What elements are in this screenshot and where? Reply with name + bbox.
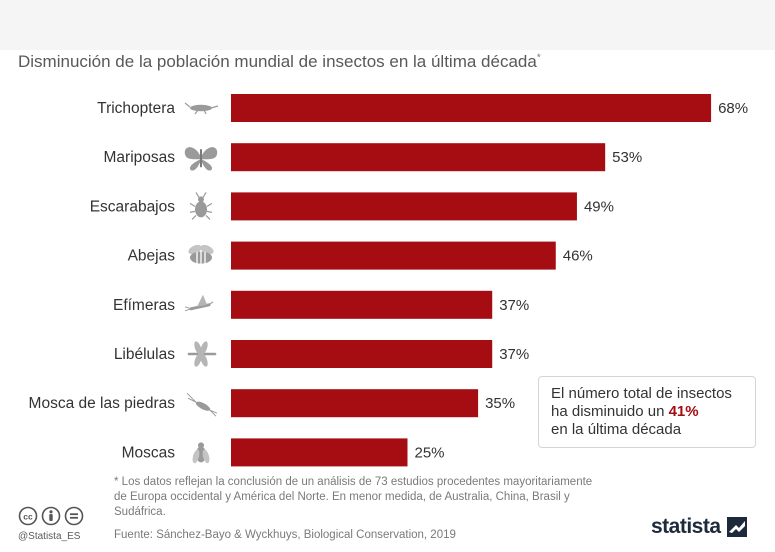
cc-icon: cc	[18, 506, 38, 526]
title-footnote-marker: *	[536, 52, 541, 64]
bar	[231, 290, 493, 319]
category-label: Moscas	[122, 444, 176, 461]
bar-value-label: 25%	[415, 444, 445, 461]
category-label: Escarabajos	[90, 198, 176, 215]
chart-title: Disminución de la población mundial de i…	[18, 52, 541, 71]
stonefly-icon	[186, 392, 218, 417]
callout-line-1: El número total de insectos	[551, 385, 732, 402]
bar-value-label: 37%	[499, 346, 529, 363]
logo-wordmark: statista	[651, 515, 721, 538]
attribution-icon	[41, 506, 61, 526]
social-handle[interactable]: @Statista_ES	[18, 531, 81, 542]
summary-callout: El número total de insectos ha disminuid…	[538, 376, 756, 448]
beetle-icon	[189, 192, 213, 220]
category-label: Libélulas	[114, 346, 175, 363]
bar	[231, 192, 577, 221]
top-band	[0, 0, 775, 50]
bar-value-label: 46%	[563, 248, 593, 265]
bar-value-label: 49%	[584, 198, 614, 215]
bar	[231, 438, 408, 467]
bar	[231, 340, 493, 368]
category-label: Mariposas	[104, 149, 176, 166]
callout-line-2: ha disminuido un 41%	[551, 403, 699, 420]
fly-icon	[192, 442, 210, 464]
mayfly-icon	[184, 294, 214, 312]
statista-logo-icon	[726, 517, 747, 537]
bar-value-label: 53%	[612, 149, 642, 166]
statista-logo[interactable]: statista	[651, 515, 747, 539]
category-label: Trichoptera	[97, 100, 175, 117]
license-icons[interactable]: cc	[18, 506, 84, 526]
bar-value-label: 68%	[718, 100, 748, 117]
caddisfly-icon	[184, 102, 219, 115]
bar	[231, 389, 479, 418]
bee-icon	[188, 244, 214, 264]
bar	[231, 94, 712, 122]
category-label: Mosca de las piedras	[29, 395, 176, 412]
source-note[interactable]: Fuente: Sánchez-Bayo & Wyckhuys, Biologi…	[114, 529, 456, 541]
svg-text:cc: cc	[23, 512, 33, 522]
footnote: * Los datos reflejan la conclusión de un…	[114, 476, 593, 518]
callout-highlight-value: 41%	[668, 403, 699, 420]
category-label: Abejas	[128, 248, 176, 265]
bar-chart: 68% Trichoptera 53% Mariposas 49% Escarabajos…	[29, 94, 748, 467]
no-derivatives-icon	[64, 506, 84, 526]
bar	[231, 143, 606, 172]
category-label: Efímeras	[113, 297, 175, 314]
bar-value-label: 37%	[499, 297, 529, 314]
bar-value-label: 35%	[485, 395, 515, 412]
callout-line-3: en la última década	[551, 421, 682, 438]
bar	[231, 241, 556, 270]
butterfly-icon	[184, 147, 218, 171]
dragonfly-icon	[187, 341, 217, 367]
